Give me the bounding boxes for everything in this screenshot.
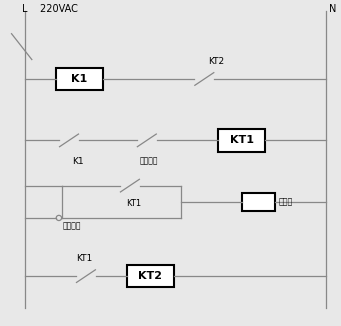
Bar (241, 193, 275, 211)
Bar (218, 129, 265, 152)
Text: KT1: KT1 (229, 135, 253, 145)
Text: N: N (329, 4, 337, 14)
Text: K1: K1 (72, 156, 84, 166)
Text: 手动按钮: 手动按钮 (140, 156, 159, 166)
Text: 电磁阀: 电磁阀 (279, 197, 293, 206)
Text: L    220VAC: L 220VAC (22, 4, 77, 14)
Text: KT1: KT1 (76, 254, 92, 263)
Bar (127, 265, 174, 288)
Text: KT1: KT1 (127, 199, 142, 208)
Text: KT2: KT2 (208, 57, 224, 66)
Text: 手动旋钮: 手动旋钮 (62, 221, 81, 230)
Text: K1: K1 (71, 74, 87, 84)
Text: KT2: KT2 (138, 271, 162, 281)
Bar (56, 68, 103, 90)
